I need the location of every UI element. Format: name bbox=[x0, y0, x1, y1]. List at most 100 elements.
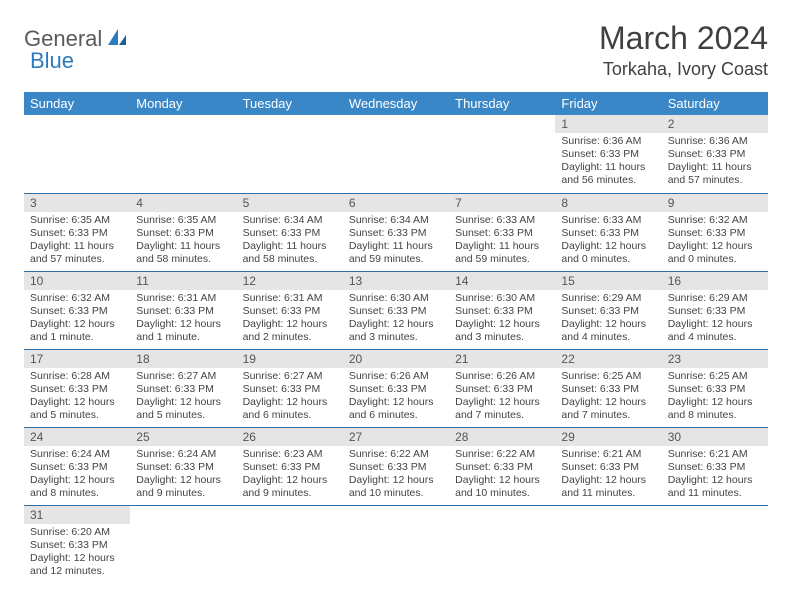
day-number: 14 bbox=[449, 272, 555, 290]
day-details: Sunrise: 6:33 AMSunset: 6:33 PMDaylight:… bbox=[449, 212, 555, 271]
day-details: Sunrise: 6:34 AMSunset: 6:33 PMDaylight:… bbox=[237, 212, 343, 271]
calendar-day-cell: 24Sunrise: 6:24 AMSunset: 6:33 PMDayligh… bbox=[24, 427, 130, 505]
day-number: 26 bbox=[237, 428, 343, 446]
calendar-day-cell bbox=[343, 115, 449, 193]
day-details: Sunrise: 6:31 AMSunset: 6:33 PMDaylight:… bbox=[237, 290, 343, 349]
day-details: Sunrise: 6:25 AMSunset: 6:33 PMDaylight:… bbox=[662, 368, 768, 427]
title-block: March 2024 Torkaha, Ivory Coast bbox=[599, 20, 768, 80]
calendar-day-cell: 21Sunrise: 6:26 AMSunset: 6:33 PMDayligh… bbox=[449, 349, 555, 427]
calendar-day-cell bbox=[24, 115, 130, 193]
day-number: 22 bbox=[555, 350, 661, 368]
calendar-day-cell: 16Sunrise: 6:29 AMSunset: 6:33 PMDayligh… bbox=[662, 271, 768, 349]
day-number: 12 bbox=[237, 272, 343, 290]
day-number: 23 bbox=[662, 350, 768, 368]
day-number: 30 bbox=[662, 428, 768, 446]
day-number: 21 bbox=[449, 350, 555, 368]
day-details: Sunrise: 6:24 AMSunset: 6:33 PMDaylight:… bbox=[24, 446, 130, 505]
calendar-day-cell: 7Sunrise: 6:33 AMSunset: 6:33 PMDaylight… bbox=[449, 193, 555, 271]
weekday-header: Thursday bbox=[449, 92, 555, 115]
calendar-week-row: 3Sunrise: 6:35 AMSunset: 6:33 PMDaylight… bbox=[24, 193, 768, 271]
weekday-header: Sunday bbox=[24, 92, 130, 115]
day-number: 18 bbox=[130, 350, 236, 368]
day-details: Sunrise: 6:35 AMSunset: 6:33 PMDaylight:… bbox=[24, 212, 130, 271]
calendar-day-cell: 13Sunrise: 6:30 AMSunset: 6:33 PMDayligh… bbox=[343, 271, 449, 349]
day-details: Sunrise: 6:27 AMSunset: 6:33 PMDaylight:… bbox=[130, 368, 236, 427]
day-details: Sunrise: 6:28 AMSunset: 6:33 PMDaylight:… bbox=[24, 368, 130, 427]
day-number: 9 bbox=[662, 194, 768, 212]
calendar-day-cell: 20Sunrise: 6:26 AMSunset: 6:33 PMDayligh… bbox=[343, 349, 449, 427]
calendar-day-cell bbox=[130, 115, 236, 193]
day-number: 19 bbox=[237, 350, 343, 368]
calendar-day-cell: 15Sunrise: 6:29 AMSunset: 6:33 PMDayligh… bbox=[555, 271, 661, 349]
day-details: Sunrise: 6:22 AMSunset: 6:33 PMDaylight:… bbox=[449, 446, 555, 505]
calendar-day-cell: 28Sunrise: 6:22 AMSunset: 6:33 PMDayligh… bbox=[449, 427, 555, 505]
month-title: March 2024 bbox=[599, 20, 768, 57]
calendar-day-cell: 8Sunrise: 6:33 AMSunset: 6:33 PMDaylight… bbox=[555, 193, 661, 271]
weekday-header: Saturday bbox=[662, 92, 768, 115]
day-details: Sunrise: 6:22 AMSunset: 6:33 PMDaylight:… bbox=[343, 446, 449, 505]
calendar-day-cell bbox=[237, 505, 343, 583]
day-number: 29 bbox=[555, 428, 661, 446]
location-label: Torkaha, Ivory Coast bbox=[599, 59, 768, 80]
day-number: 2 bbox=[662, 115, 768, 133]
day-number: 20 bbox=[343, 350, 449, 368]
calendar-day-cell bbox=[662, 505, 768, 583]
calendar-day-cell: 2Sunrise: 6:36 AMSunset: 6:33 PMDaylight… bbox=[662, 115, 768, 193]
day-details: Sunrise: 6:34 AMSunset: 6:33 PMDaylight:… bbox=[343, 212, 449, 271]
day-details: Sunrise: 6:20 AMSunset: 6:33 PMDaylight:… bbox=[24, 524, 130, 583]
day-number: 3 bbox=[24, 194, 130, 212]
day-number: 15 bbox=[555, 272, 661, 290]
day-number: 7 bbox=[449, 194, 555, 212]
calendar-day-cell bbox=[449, 115, 555, 193]
day-details: Sunrise: 6:30 AMSunset: 6:33 PMDaylight:… bbox=[449, 290, 555, 349]
calendar-day-cell: 31Sunrise: 6:20 AMSunset: 6:33 PMDayligh… bbox=[24, 505, 130, 583]
day-details: Sunrise: 6:33 AMSunset: 6:33 PMDaylight:… bbox=[555, 212, 661, 271]
day-details: Sunrise: 6:32 AMSunset: 6:33 PMDaylight:… bbox=[662, 212, 768, 271]
day-number: 5 bbox=[237, 194, 343, 212]
day-details: Sunrise: 6:29 AMSunset: 6:33 PMDaylight:… bbox=[662, 290, 768, 349]
day-number: 17 bbox=[24, 350, 130, 368]
day-number: 1 bbox=[555, 115, 661, 133]
calendar-week-row: 17Sunrise: 6:28 AMSunset: 6:33 PMDayligh… bbox=[24, 349, 768, 427]
day-details: Sunrise: 6:29 AMSunset: 6:33 PMDaylight:… bbox=[555, 290, 661, 349]
calendar-day-cell: 14Sunrise: 6:30 AMSunset: 6:33 PMDayligh… bbox=[449, 271, 555, 349]
day-details: Sunrise: 6:36 AMSunset: 6:33 PMDaylight:… bbox=[662, 133, 768, 192]
day-details: Sunrise: 6:21 AMSunset: 6:33 PMDaylight:… bbox=[662, 446, 768, 505]
calendar-day-cell bbox=[449, 505, 555, 583]
calendar-day-cell: 4Sunrise: 6:35 AMSunset: 6:33 PMDaylight… bbox=[130, 193, 236, 271]
day-details: Sunrise: 6:30 AMSunset: 6:33 PMDaylight:… bbox=[343, 290, 449, 349]
calendar-day-cell: 17Sunrise: 6:28 AMSunset: 6:33 PMDayligh… bbox=[24, 349, 130, 427]
calendar-day-cell: 30Sunrise: 6:21 AMSunset: 6:33 PMDayligh… bbox=[662, 427, 768, 505]
day-number: 28 bbox=[449, 428, 555, 446]
day-details: Sunrise: 6:26 AMSunset: 6:33 PMDaylight:… bbox=[449, 368, 555, 427]
day-details: Sunrise: 6:31 AMSunset: 6:33 PMDaylight:… bbox=[130, 290, 236, 349]
day-number: 11 bbox=[130, 272, 236, 290]
day-details: Sunrise: 6:23 AMSunset: 6:33 PMDaylight:… bbox=[237, 446, 343, 505]
day-details: Sunrise: 6:24 AMSunset: 6:33 PMDaylight:… bbox=[130, 446, 236, 505]
day-number: 31 bbox=[24, 506, 130, 524]
calendar-week-row: 24Sunrise: 6:24 AMSunset: 6:33 PMDayligh… bbox=[24, 427, 768, 505]
day-number: 24 bbox=[24, 428, 130, 446]
day-number: 27 bbox=[343, 428, 449, 446]
day-number: 16 bbox=[662, 272, 768, 290]
logo-text-blue: Blue bbox=[30, 48, 74, 73]
calendar-day-cell: 27Sunrise: 6:22 AMSunset: 6:33 PMDayligh… bbox=[343, 427, 449, 505]
calendar-day-cell bbox=[343, 505, 449, 583]
calendar-week-row: 1Sunrise: 6:36 AMSunset: 6:33 PMDaylight… bbox=[24, 115, 768, 193]
header: General March 2024 Torkaha, Ivory Coast bbox=[24, 20, 768, 80]
day-details: Sunrise: 6:21 AMSunset: 6:33 PMDaylight:… bbox=[555, 446, 661, 505]
day-number: 8 bbox=[555, 194, 661, 212]
calendar-table: Sunday Monday Tuesday Wednesday Thursday… bbox=[24, 92, 768, 583]
day-details: Sunrise: 6:27 AMSunset: 6:33 PMDaylight:… bbox=[237, 368, 343, 427]
calendar-day-cell: 19Sunrise: 6:27 AMSunset: 6:33 PMDayligh… bbox=[237, 349, 343, 427]
calendar-day-cell bbox=[555, 505, 661, 583]
calendar-body: 1Sunrise: 6:36 AMSunset: 6:33 PMDaylight… bbox=[24, 115, 768, 583]
day-number: 4 bbox=[130, 194, 236, 212]
calendar-day-cell bbox=[130, 505, 236, 583]
day-number: 10 bbox=[24, 272, 130, 290]
day-details: Sunrise: 6:25 AMSunset: 6:33 PMDaylight:… bbox=[555, 368, 661, 427]
calendar-day-cell: 12Sunrise: 6:31 AMSunset: 6:33 PMDayligh… bbox=[237, 271, 343, 349]
calendar-day-cell: 10Sunrise: 6:32 AMSunset: 6:33 PMDayligh… bbox=[24, 271, 130, 349]
weekday-header-row: Sunday Monday Tuesday Wednesday Thursday… bbox=[24, 92, 768, 115]
day-details: Sunrise: 6:35 AMSunset: 6:33 PMDaylight:… bbox=[130, 212, 236, 271]
